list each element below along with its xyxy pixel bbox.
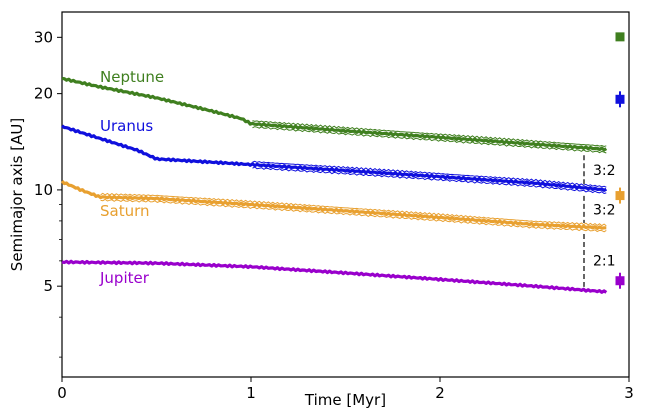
series-envelope-upper — [252, 120, 607, 148]
x-axis-label: Time [Myr] — [304, 391, 386, 409]
series-envelope-upper — [252, 160, 607, 188]
observed-marker-uranus — [615, 91, 625, 108]
observed-point — [615, 191, 625, 201]
resonance-label: 2:1 — [593, 253, 616, 269]
observed-point — [615, 94, 625, 104]
observed-point — [615, 32, 625, 42]
y-tick-label: 30 — [34, 28, 53, 46]
y-axis-label: Semimajor axis [AU] — [8, 118, 26, 271]
y-tick-label: 20 — [34, 85, 53, 103]
x-tick-label: 0 — [57, 384, 67, 402]
observed-marker-neptune — [615, 32, 625, 42]
series-uranus — [61, 124, 608, 195]
series-saturn — [60, 180, 607, 233]
x-tick-label: 3 — [624, 384, 634, 402]
x-tick-label: 1 — [246, 384, 256, 402]
resonance-label: 3:2 — [593, 202, 616, 218]
y-tick-label: 5 — [43, 277, 53, 295]
series-line — [61, 259, 608, 294]
series-label-jupiter: Jupiter — [99, 269, 150, 287]
plot-frame — [61, 11, 630, 378]
series-envelope-upper — [100, 192, 607, 227]
series-jupiter — [61, 259, 608, 294]
observed-point — [615, 276, 625, 286]
series-envelope-lower — [100, 198, 607, 233]
series-label-uranus: Uranus — [100, 117, 153, 135]
series-neptune — [61, 76, 608, 154]
series-line — [60, 180, 607, 230]
series-line — [61, 76, 608, 152]
series-line — [61, 124, 608, 192]
series-label-neptune: Neptune — [100, 68, 164, 86]
series-label-saturn: Saturn — [100, 202, 150, 220]
series-envelope-lower — [252, 126, 607, 154]
series-envelope-lower — [252, 166, 607, 195]
resonance-label: 3:2 — [593, 163, 616, 179]
x-tick-label: 2 — [435, 384, 445, 402]
observed-marker-jupiter — [615, 272, 625, 289]
observed-marker-saturn — [615, 187, 625, 204]
y-tick-label: 10 — [34, 181, 53, 199]
